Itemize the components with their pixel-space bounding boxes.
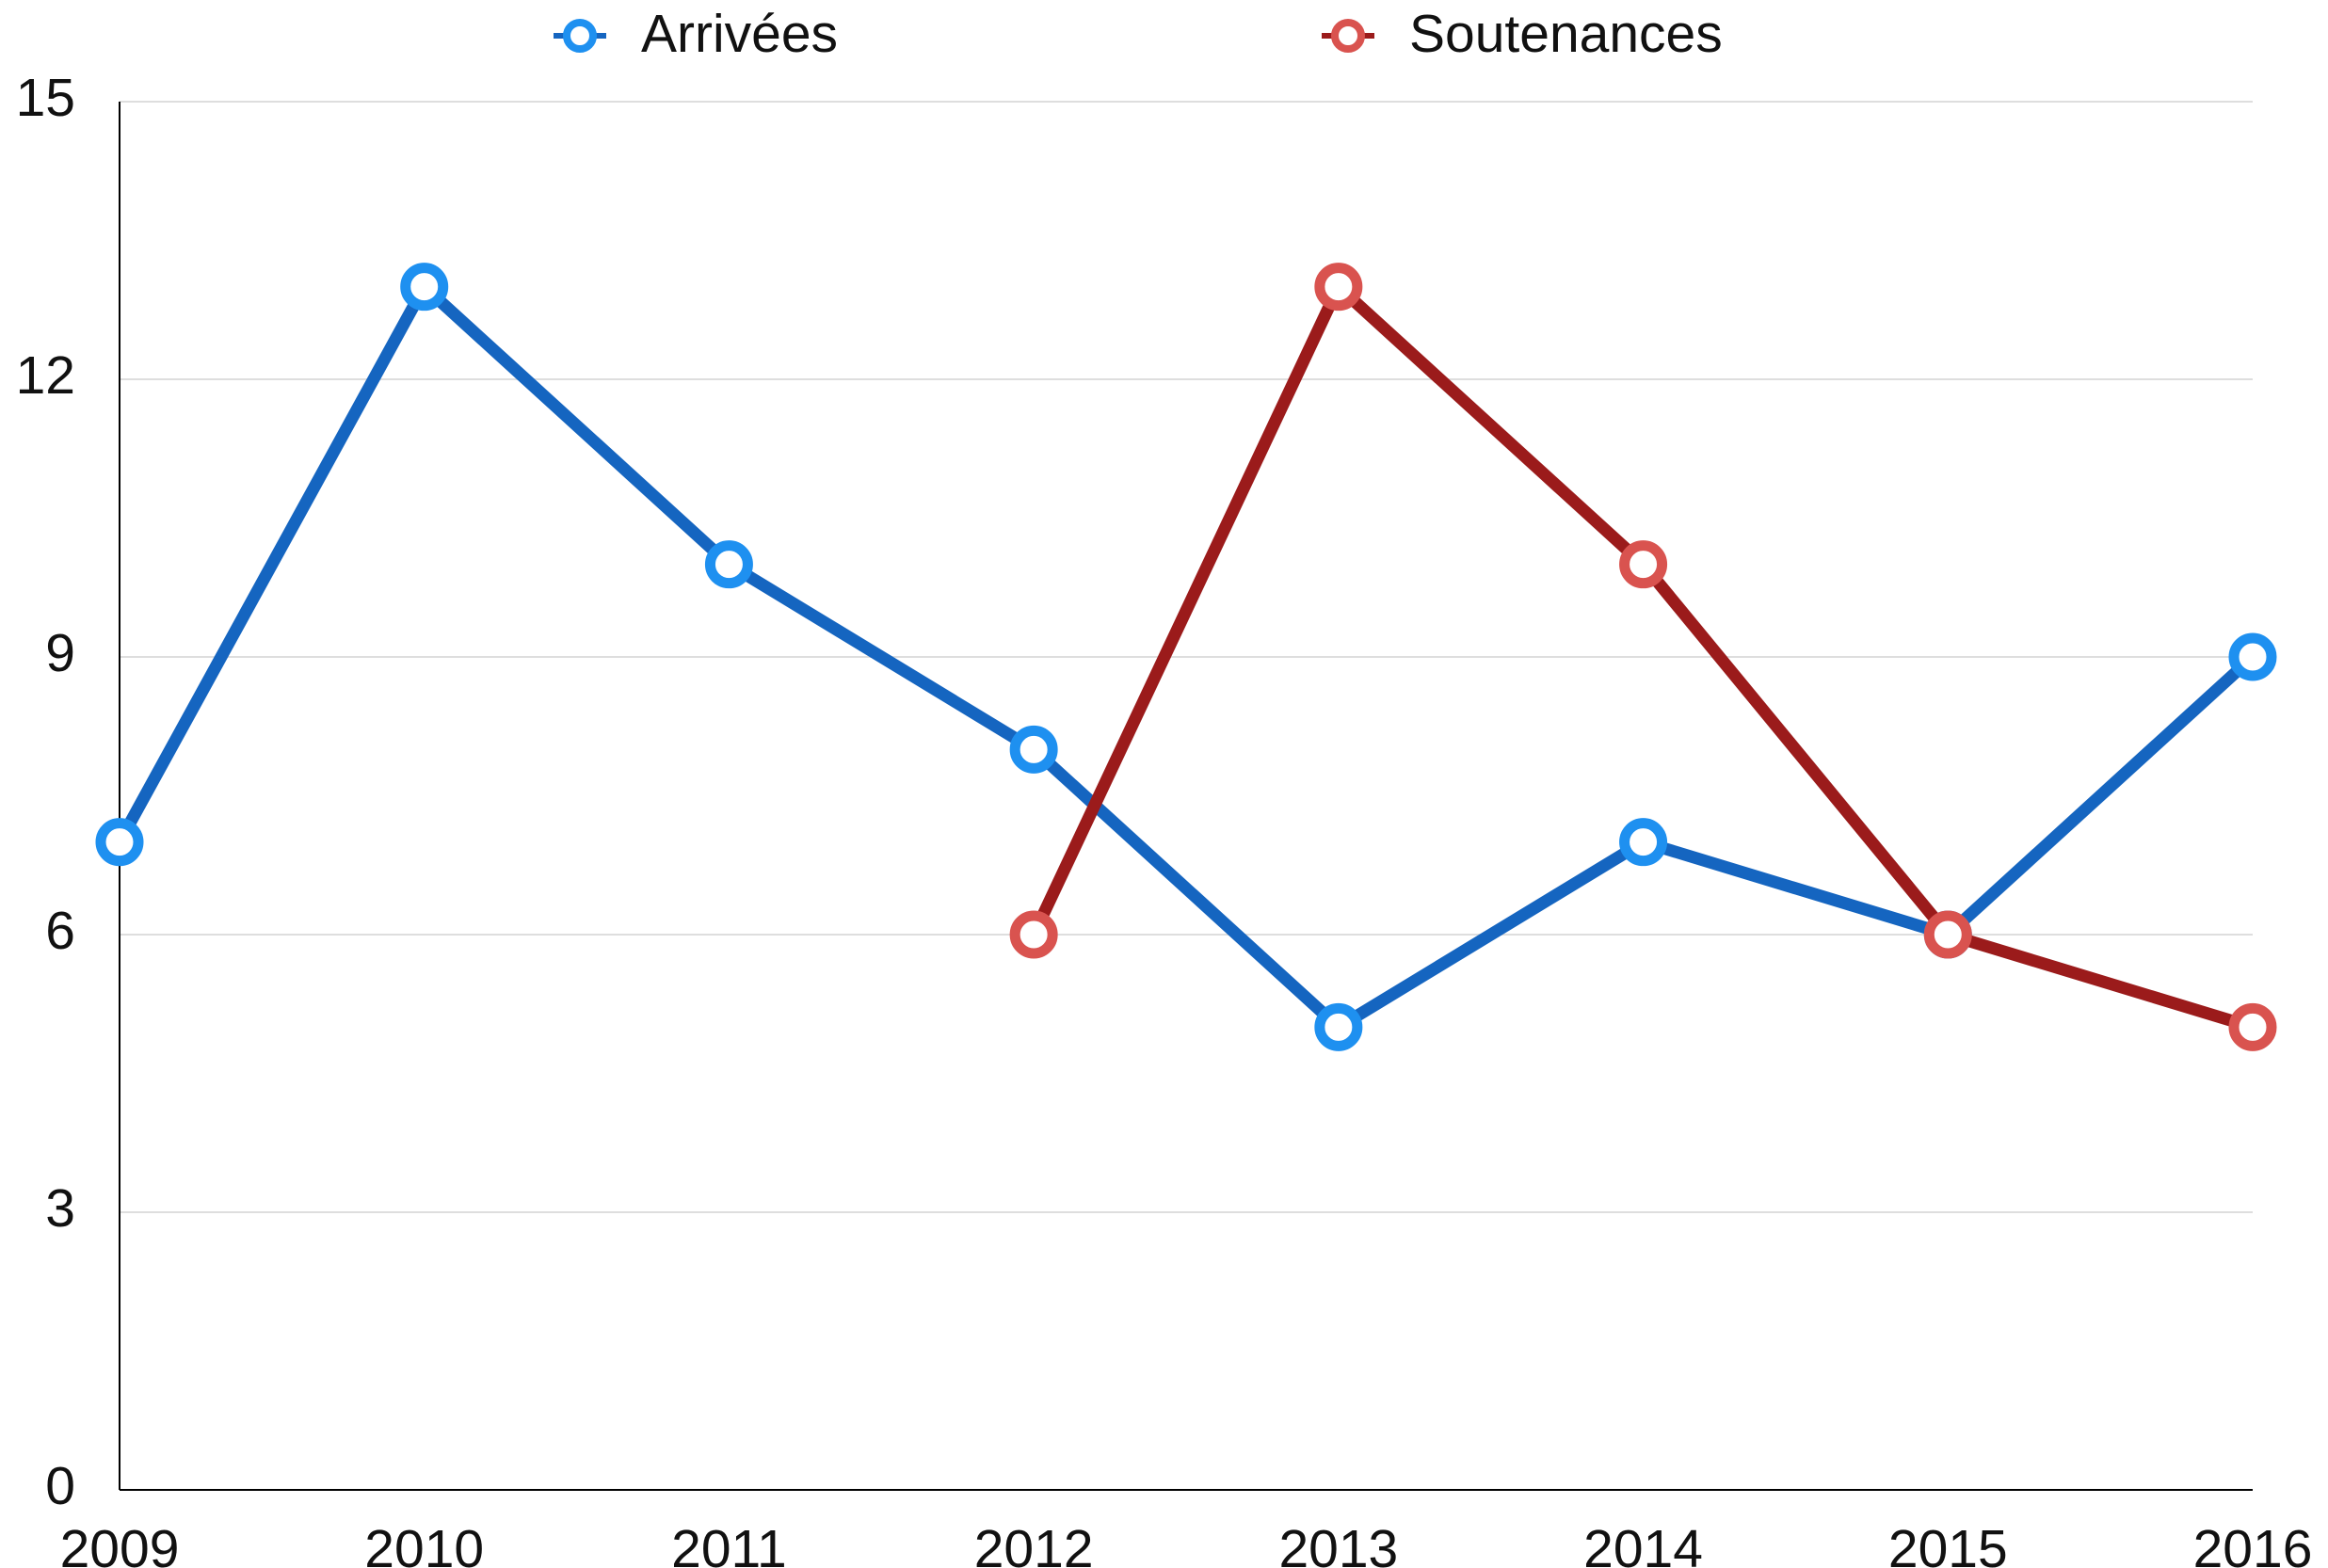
point — [2228, 1002, 2277, 1051]
y-tick-label: 3 — [45, 1178, 75, 1239]
point — [1314, 263, 1363, 312]
legend-label: Soutenances — [1409, 4, 1723, 64]
point — [1314, 1002, 1363, 1051]
x-tick-label: 2016 — [2193, 1519, 2313, 1568]
y-tick-label: 15 — [16, 68, 75, 128]
series-line — [114, 280, 2257, 1033]
y-tick-label: 6 — [45, 901, 75, 961]
y-tick-label: 12 — [16, 345, 75, 406]
point — [704, 540, 753, 589]
legend-marker — [563, 19, 597, 53]
x-tick-label: 2012 — [974, 1519, 1094, 1568]
x-tick-label: 2011 — [671, 1519, 787, 1568]
x-tick-label: 2010 — [364, 1519, 484, 1568]
x-tick-label: 2009 — [60, 1519, 180, 1568]
y-tick-label: 0 — [45, 1456, 75, 1516]
point — [1619, 818, 1668, 867]
x-tick-label: 2015 — [1888, 1519, 2008, 1568]
legend-label: Arrivées — [641, 4, 838, 64]
point — [1619, 540, 1668, 589]
point — [1923, 910, 1972, 959]
point — [1009, 725, 1058, 774]
x-tick-label: 2014 — [1583, 1519, 1703, 1568]
point — [95, 818, 144, 867]
point — [400, 263, 449, 312]
x-tick-label: 2013 — [1278, 1519, 1398, 1568]
point — [2228, 632, 2277, 681]
legend-marker — [1331, 19, 1365, 53]
point — [1009, 910, 1058, 959]
y-tick-label: 9 — [45, 623, 75, 683]
